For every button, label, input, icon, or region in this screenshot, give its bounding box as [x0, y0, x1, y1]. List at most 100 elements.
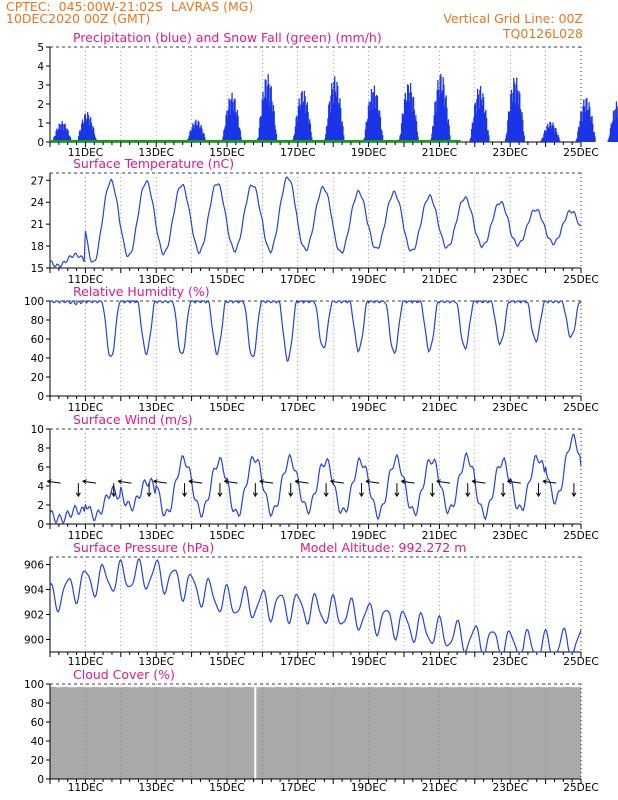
wind-arrow	[153, 480, 167, 484]
precip-bar	[340, 107, 342, 142]
precip-bar	[432, 126, 434, 142]
precip-bar	[442, 77, 444, 142]
wind-date-label: 15DEC	[209, 530, 244, 542]
temperature-title: Surface Temperature (nC)	[73, 156, 234, 171]
precip-bar	[585, 98, 587, 142]
precip-bar	[81, 123, 83, 142]
precip-bar	[504, 138, 507, 142]
precip-bar	[311, 137, 313, 142]
precip-bar	[93, 128, 95, 142]
precip-bar	[407, 85, 409, 142]
pressure-date-label: 25DEC	[563, 656, 598, 668]
temperature-date-label: 13DEC	[138, 274, 173, 286]
precip-bar	[67, 130, 69, 142]
precip-bar	[239, 130, 241, 142]
precip-bar	[476, 99, 478, 142]
precip-bar	[80, 131, 82, 142]
precip-bar	[556, 135, 559, 142]
precip-bar	[408, 103, 410, 142]
precip-bar	[65, 128, 67, 142]
precip-bar	[549, 121, 551, 142]
humidity-date-label: 15DEC	[209, 402, 244, 414]
precip-bar	[296, 121, 299, 142]
precip-bar	[610, 123, 612, 142]
precip-bar	[195, 119, 197, 142]
humidity-ytick-label: 20	[31, 372, 44, 384]
pressure-annotation: Model Altitude: 992.272 m	[300, 540, 466, 555]
precip-date-label: 21DEC	[422, 147, 457, 159]
precip-bar	[89, 119, 91, 142]
precip-bar	[293, 133, 296, 142]
precip-bar	[60, 129, 62, 142]
precip-bar	[63, 130, 65, 142]
precip-bar	[57, 129, 60, 142]
precip-bar	[84, 114, 86, 142]
header-line3-right: TQ0126L028	[502, 26, 583, 41]
precip-bar	[506, 132, 508, 142]
wind-arrow	[118, 480, 132, 484]
precip-bar	[400, 133, 402, 142]
wind-arrow	[82, 480, 97, 484]
humidity-line	[50, 299, 582, 362]
precip-bar	[189, 131, 191, 142]
precip-bar	[554, 128, 556, 142]
humidity-title: Relative Humidity (%)	[73, 284, 210, 299]
precip-ytick-label: 2	[37, 99, 44, 111]
precip-bar	[331, 89, 334, 142]
precip-bar	[338, 102, 340, 142]
precip-bar	[415, 121, 418, 142]
precip-bar	[553, 132, 556, 142]
wind-arrow-head	[188, 479, 194, 485]
pressure-ytick-label: 900	[24, 635, 44, 647]
precip-bar	[446, 107, 448, 142]
precip-bar	[510, 93, 512, 142]
precip-bar	[474, 102, 477, 142]
precip-bar	[204, 137, 206, 142]
precip-bar	[376, 94, 378, 142]
precip-bar	[375, 108, 377, 142]
wind-arrow-head	[82, 479, 87, 485]
precip-bar	[589, 107, 591, 142]
wind-ytick-label: 4	[37, 481, 44, 493]
wind-arrow-head	[506, 479, 512, 485]
precip-bar	[579, 120, 581, 142]
precip-bar	[372, 109, 374, 142]
precip-bar	[240, 136, 242, 142]
header-line2-right: Vertical Grid Line: 00Z	[443, 11, 583, 26]
wind-ytick-label: 2	[37, 500, 44, 512]
precip-bar	[410, 92, 412, 142]
precip-bar	[577, 126, 580, 142]
precip-bar	[431, 133, 433, 142]
wind-arrow-head	[288, 492, 294, 498]
wind-arrow-head	[182, 492, 188, 498]
precip-bar	[294, 126, 297, 142]
precip-bar	[611, 125, 613, 142]
precip-bar	[198, 121, 200, 142]
humidity-date-label: 17DEC	[280, 402, 315, 414]
header-line2-left: 10DEC2020 00Z (GMT)	[6, 11, 151, 26]
precip-bar	[302, 101, 305, 142]
precip-bar	[55, 130, 57, 142]
temperature-ytick-label: 24	[31, 197, 45, 209]
wind-arrow-head	[400, 479, 406, 485]
cloud-ytick-label: 20	[31, 755, 44, 767]
temperature-ytick-label: 21	[31, 219, 44, 231]
cloud-ytick-label: 40	[31, 736, 44, 748]
precip-date-label: 11DEC	[68, 147, 103, 159]
precip-bar	[94, 136, 96, 142]
precip-bar	[479, 89, 481, 142]
precip-bar	[580, 111, 582, 142]
precip-bar	[366, 121, 368, 142]
wind-arrow-head	[465, 492, 471, 498]
pressure-line	[49, 558, 582, 653]
precip-bar	[472, 123, 474, 142]
pressure-date-label: 15DEC	[209, 656, 244, 668]
precip-bar	[438, 96, 441, 142]
precip-bar	[447, 119, 450, 142]
pressure-date-label: 11DEC	[68, 656, 103, 668]
precip-bar	[308, 119, 311, 142]
precip-bar	[517, 105, 519, 142]
temperature-line	[49, 176, 582, 268]
precip-bar	[367, 119, 369, 142]
humidity-date-label: 13DEC	[138, 402, 173, 414]
